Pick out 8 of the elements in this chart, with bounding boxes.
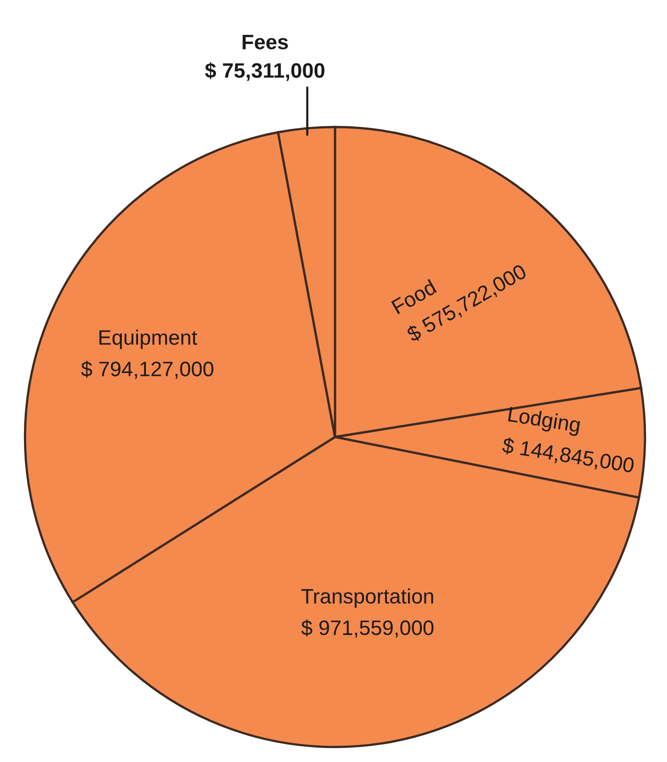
data-label: $ 75,311,000 <box>205 62 324 81</box>
data-label: $ 971,559,000 <box>301 620 434 638</box>
slice-label: Transportation <box>301 588 434 608</box>
slice-label: Lodging <box>507 406 581 436</box>
slice-label: Fees <box>242 34 288 50</box>
slice-label: Equipment <box>99 330 198 350</box>
data-label: $ 144,845,000 <box>501 436 635 476</box>
data-label: $ 794,127,000 <box>81 360 214 379</box>
